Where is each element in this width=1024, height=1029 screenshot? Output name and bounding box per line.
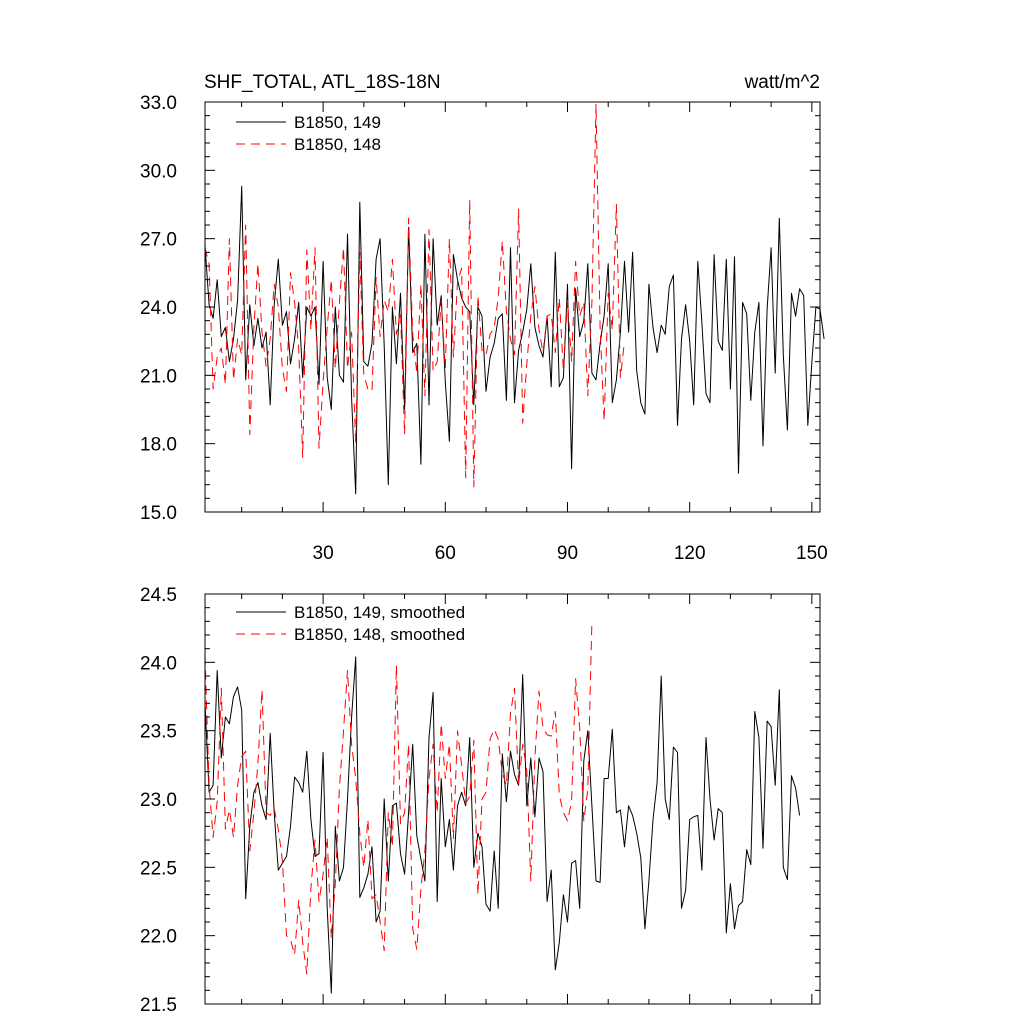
series-line-149 — [204, 185, 825, 495]
y-tick-label: 21.5 — [140, 995, 177, 1016]
legend-label-148-smoothed: B1850, 148, smoothed — [294, 625, 465, 644]
y-tick-label: 27.0 — [140, 230, 177, 251]
x-tick-label: 120 — [674, 543, 706, 564]
legend-label-149-smoothed: B1850, 149, smoothed — [294, 603, 465, 622]
y-tick-label: 21.0 — [140, 366, 177, 387]
legend: B1850, 149 B1850, 148 — [236, 113, 381, 154]
plot-frame — [204, 593, 821, 1005]
y-tick-label: 22.0 — [140, 927, 177, 948]
y-tick-label: 18.0 — [140, 435, 177, 456]
y-tick-label: 23.0 — [140, 790, 177, 811]
legend-label-148: B1850, 148 — [294, 135, 381, 154]
x-tick-label: 60 — [435, 543, 456, 564]
units-label: watt/m^2 — [744, 72, 820, 93]
y-tick-label: 24.5 — [140, 585, 177, 606]
bottom-chart-panel: 21.5 22.0 22.5 23.0 23.5 24.0 24.5 B1850, 149,… — [140, 585, 821, 1016]
y-tick-label: 15.0 — [140, 503, 177, 524]
x-tick-label: 30 — [313, 543, 334, 564]
chart-title: SHF_TOTAL, ATL_18S-18N — [204, 72, 441, 93]
y-tick-label: 22.5 — [140, 858, 177, 879]
top-chart-panel: SHF_TOTAL, ATL_18S-18N watt/m^2 15.0 18.0… — [140, 72, 828, 564]
legend: B1850, 149, smoothed B1850, 148, smoothe… — [236, 603, 465, 644]
series-line-148 — [204, 103, 625, 488]
y-tick-label: 24.0 — [140, 653, 177, 674]
y-tick-label: 24.0 — [140, 298, 177, 319]
legend-label-149: B1850, 149 — [294, 113, 381, 132]
y-tick-label: 33.0 — [140, 93, 177, 114]
series-line-148 — [204, 621, 593, 975]
x-tick-label: 150 — [796, 543, 828, 564]
y-tick-label: 30.0 — [140, 161, 177, 182]
y-tick-label: 23.5 — [140, 722, 177, 743]
series-line-149 — [204, 656, 801, 994]
x-tick-label: 90 — [557, 543, 578, 564]
